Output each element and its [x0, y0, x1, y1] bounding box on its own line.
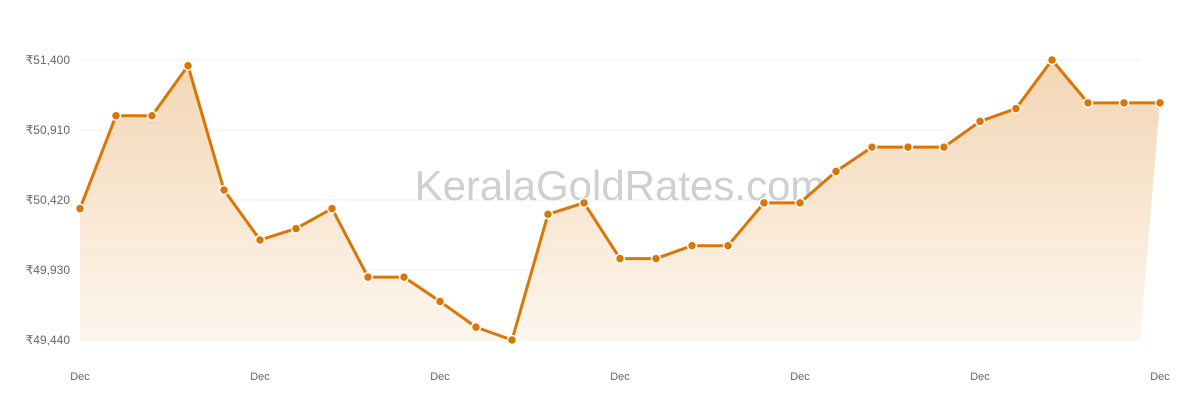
- data-point: [1082, 97, 1094, 109]
- y-tick-label: ₹50,420: [26, 193, 71, 207]
- x-tick-label: Dec: [610, 371, 630, 383]
- data-point: [254, 234, 266, 246]
- x-axis: Dec Dec Dec Dec Dec Dec Dec: [70, 371, 1170, 383]
- data-point: [1010, 103, 1022, 114]
- data-point: [398, 271, 410, 283]
- data-point: [434, 296, 446, 307]
- x-tick-label: Dec: [430, 371, 450, 383]
- data-point: [110, 110, 122, 121]
- x-tick-label: Dec: [70, 371, 90, 383]
- x-tick-label: Dec: [970, 371, 990, 383]
- data-point: [578, 197, 590, 209]
- y-axis: ₹49,440 ₹49,930 ₹50,420 ₹50,910 ₹51,400: [26, 53, 71, 347]
- data-point: [542, 209, 554, 220]
- data-point: [794, 197, 806, 209]
- x-tick-label: Dec: [1150, 371, 1170, 383]
- data-point: [758, 197, 770, 209]
- data-point: [650, 253, 662, 264]
- data-point: [1046, 54, 1058, 66]
- y-tick-label: ₹49,440: [26, 333, 71, 347]
- data-points: [74, 54, 1166, 346]
- watermark: KeralaGoldRates.com: [415, 162, 826, 209]
- data-point: [74, 203, 86, 214]
- data-point: [218, 184, 230, 196]
- data-point: [470, 321, 482, 333]
- data-point: [938, 141, 950, 153]
- data-point: [866, 141, 878, 153]
- data-point: [830, 166, 842, 177]
- x-tick-label: Dec: [790, 371, 810, 383]
- y-tick-label: ₹50,910: [26, 123, 71, 137]
- data-point: [1118, 97, 1130, 109]
- data-point: [506, 334, 518, 346]
- data-point: [182, 60, 194, 71]
- y-tick-label: ₹49,930: [26, 263, 71, 277]
- data-point: [362, 271, 374, 283]
- x-tick-label: Dec: [250, 371, 270, 383]
- data-point: [146, 110, 158, 121]
- data-point: [1154, 97, 1166, 109]
- data-point: [326, 203, 338, 214]
- data-point: [686, 240, 698, 251]
- data-point: [614, 253, 626, 264]
- area-fill: [80, 60, 1160, 340]
- data-point: [722, 240, 734, 251]
- data-point: [974, 116, 986, 127]
- y-tick-label: ₹51,400: [26, 53, 71, 67]
- data-point: [290, 223, 302, 234]
- data-point: [902, 141, 914, 153]
